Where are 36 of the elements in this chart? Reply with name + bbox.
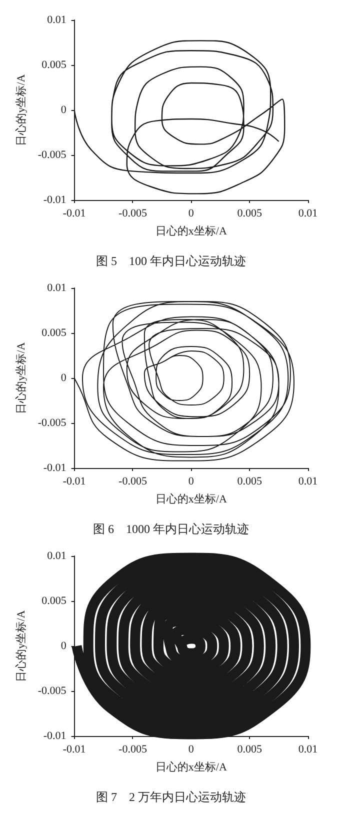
y-tick-label: 0.01 <box>47 282 66 294</box>
y-tick-label: 0.01 <box>47 550 66 562</box>
x-tick-label: 0.005 <box>237 208 262 220</box>
y-axis-title: 日心的y坐标/A <box>14 610 28 682</box>
x-tick-label: 0.005 <box>237 476 262 488</box>
y-tick-label: -0.01 <box>43 730 66 742</box>
x-tick-label: -0.005 <box>118 476 148 488</box>
y-tick-label: -0.005 <box>38 149 67 161</box>
x-tick-label: 0 <box>188 744 194 756</box>
text: 图 7 2 万年内日心运动轨迹 <box>96 790 246 804</box>
y-axis-title: 日心的y坐标/A <box>14 342 28 414</box>
x-tick-label: -0.005 <box>118 744 148 756</box>
x-tick-label: 0 <box>188 208 194 220</box>
y-tick-label: 0 <box>60 372 67 384</box>
y-tick-label: -0.01 <box>43 194 66 206</box>
x-tick-label: 0.01 <box>298 476 318 488</box>
x-tick-label: 0.01 <box>298 208 318 220</box>
y-tick-label: -0.005 <box>38 685 67 697</box>
text: 图 5 100 年内日心运动轨迹 <box>96 254 246 268</box>
y-tick-label: 0.005 <box>42 327 67 339</box>
y-tick-label: 0.005 <box>42 595 67 607</box>
y-tick-label: 0 <box>60 104 67 116</box>
y-tick-label: -0.005 <box>38 417 67 429</box>
x-tick-label: -0.005 <box>118 208 148 220</box>
y-axis-title: 日心的y坐标/A <box>14 74 28 146</box>
text: 图 6 1000 年内日心运动轨迹 <box>93 522 249 536</box>
y-tick-label: 0 <box>60 640 67 652</box>
x-tick-label: 0 <box>188 476 194 488</box>
x-tick-label: 0.01 <box>298 744 318 756</box>
y-tick-label: 0.005 <box>42 59 67 71</box>
x-tick-label: 0.005 <box>237 744 262 756</box>
x-axis-title: 日心的x坐标/A <box>155 492 227 506</box>
x-axis-title: 日心的x坐标/A <box>155 224 227 238</box>
x-axis-title: 日心的x坐标/A <box>155 760 227 774</box>
y-tick-label: -0.01 <box>43 462 66 474</box>
y-tick-label: 0.01 <box>47 14 66 26</box>
